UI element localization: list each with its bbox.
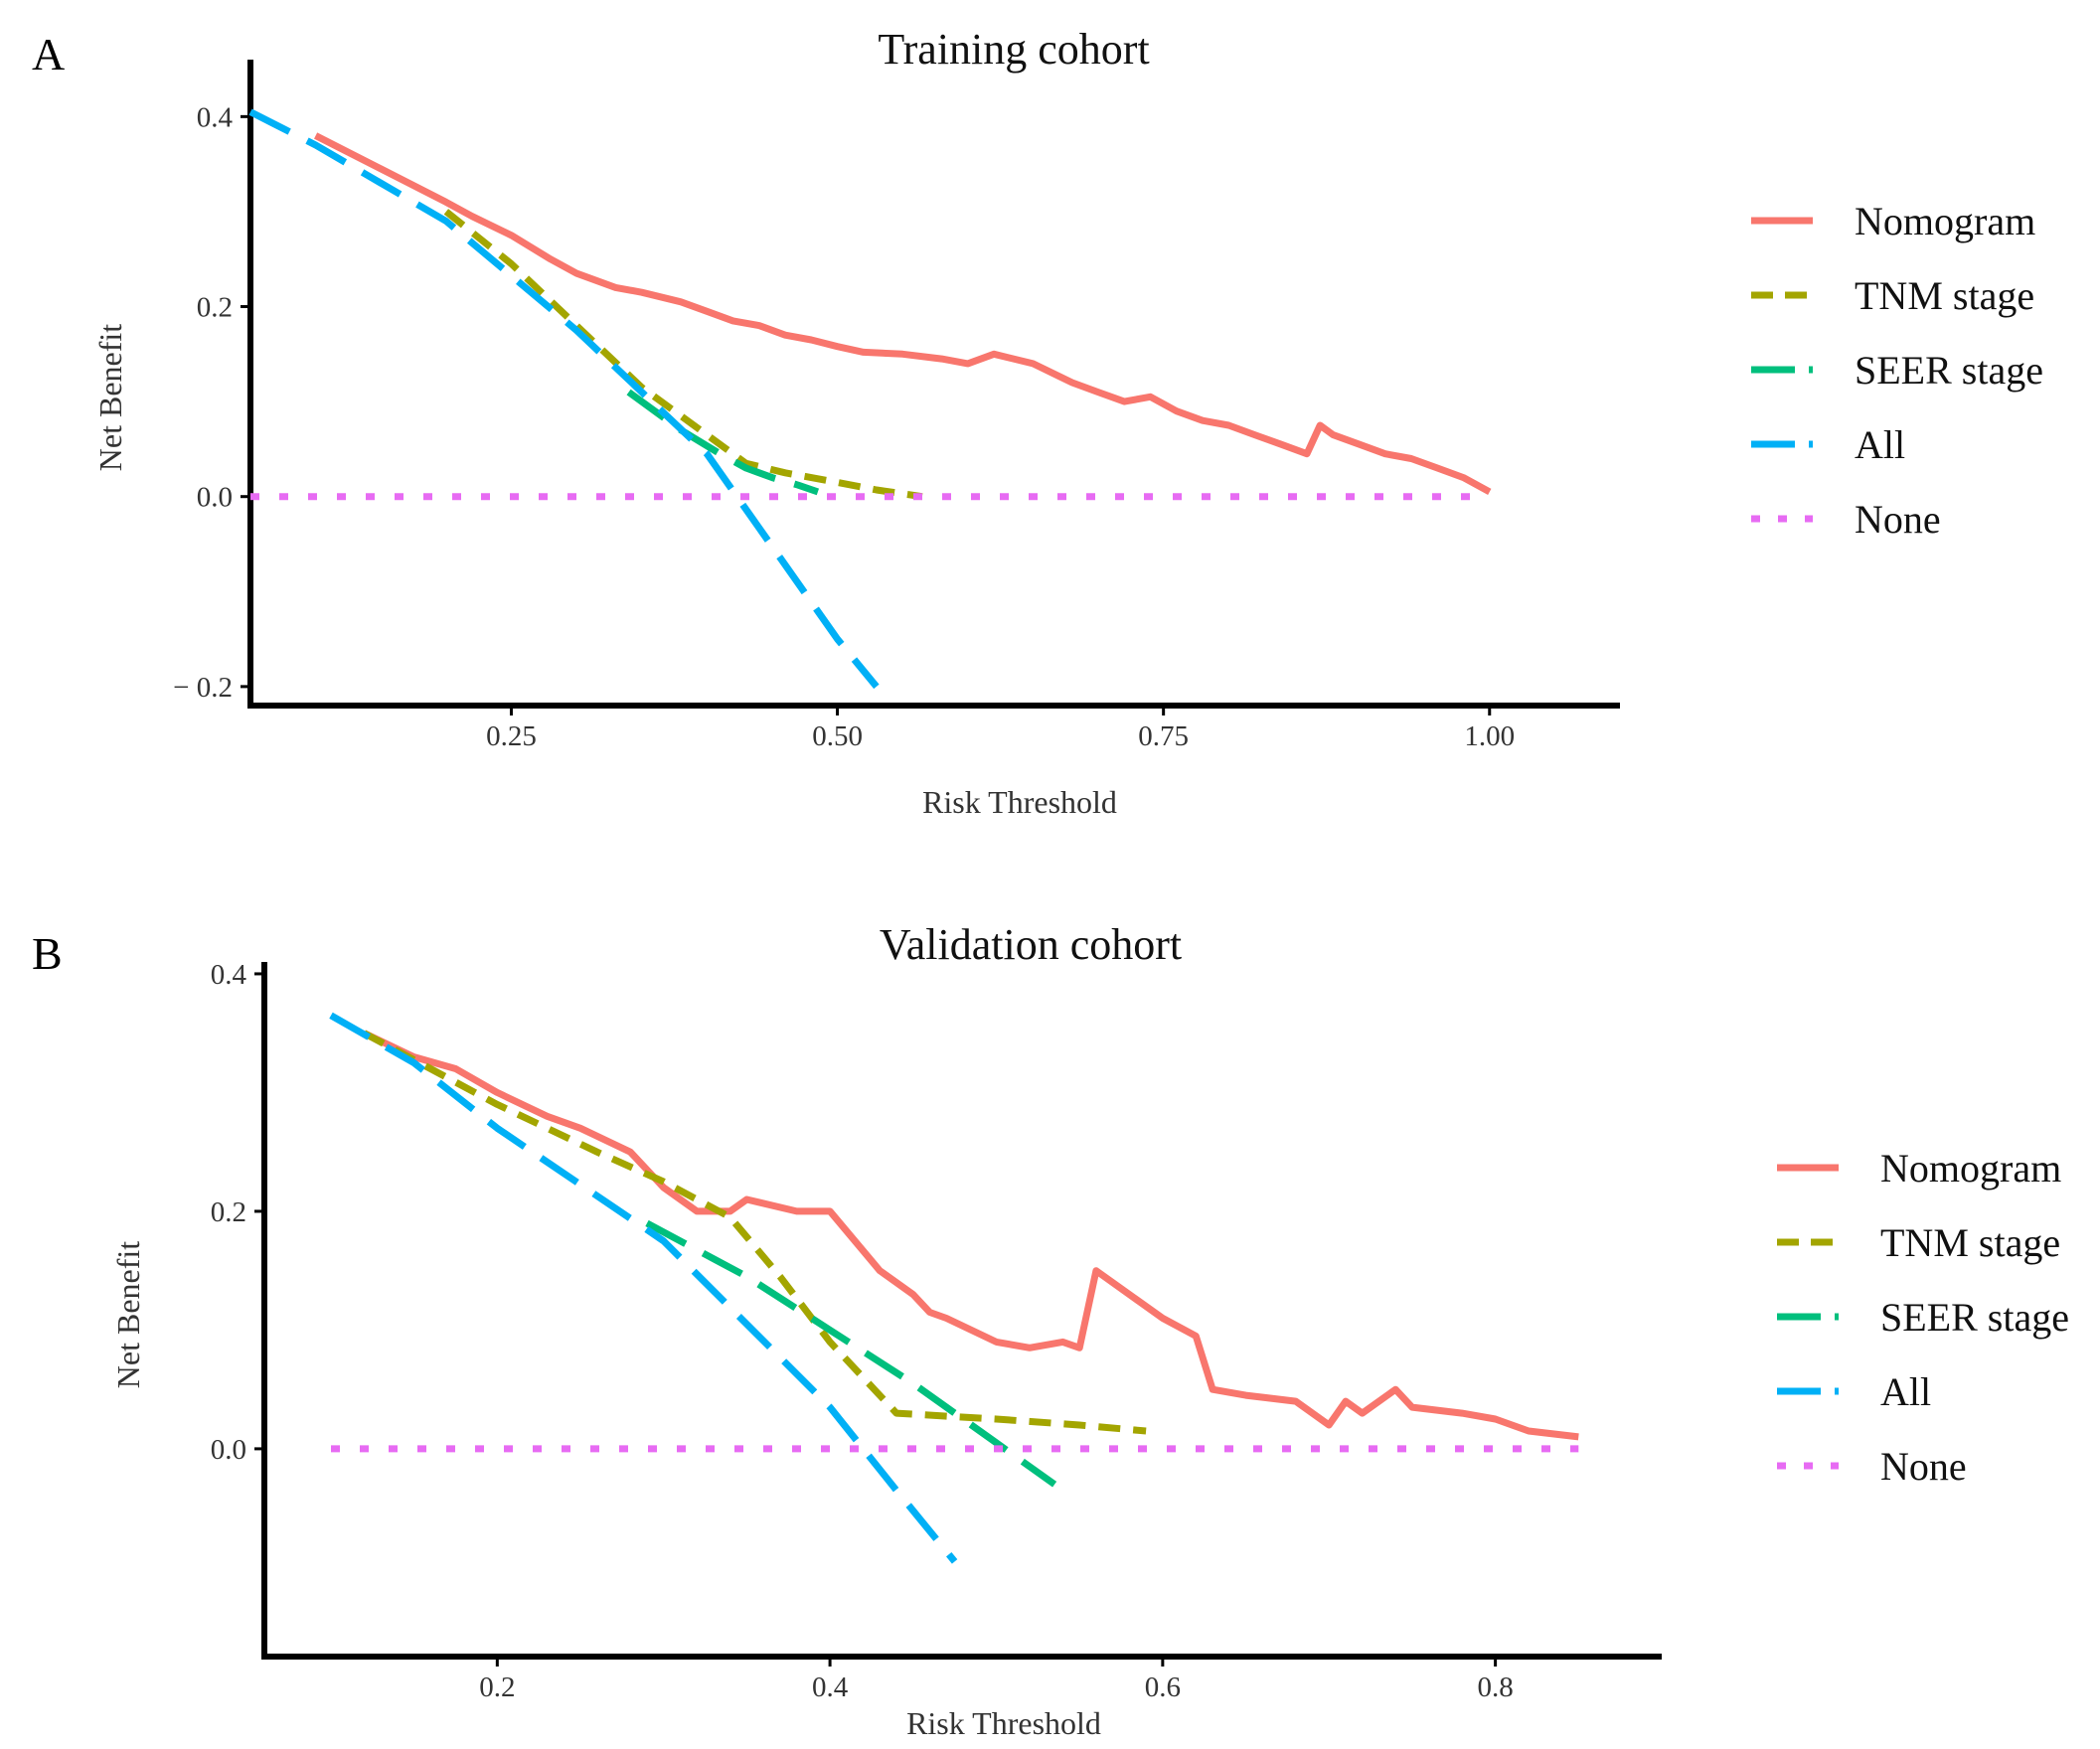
y-axis-label: Net Benefit [110, 1241, 146, 1389]
series-line-nomogram [316, 136, 1490, 492]
y-tick-label: 0.4 [197, 101, 234, 133]
legend-item: Nomogram [1777, 1146, 2061, 1191]
chart-title: Training cohort [878, 25, 1149, 74]
x-tick-label: 0.8 [1477, 1671, 1513, 1703]
series-line-tnm-stage [446, 212, 922, 497]
series-line-seer-stage [647, 1223, 1054, 1485]
y-tick-label: 0.2 [211, 1196, 246, 1228]
series-line-nomogram [364, 1034, 1578, 1437]
chart-title: Validation cohort [880, 920, 1182, 969]
panel-letter-b: B [32, 928, 63, 979]
x-axis-label: Risk Threshold [922, 784, 1117, 820]
legend-label: None [1855, 497, 1941, 542]
legend-label: TNM stage [1855, 273, 2034, 318]
legend-item: TNM stage [1777, 1220, 2060, 1265]
series-line-all [331, 1016, 955, 1562]
y-tick-label: 0.0 [211, 1434, 246, 1466]
y-axis-label: Net Benefit [92, 324, 128, 472]
figure: A Training cohort Risk Threshold Net Ben… [0, 0, 2100, 1749]
legend: Nomogram TNM stage SEER stage All None [1751, 199, 2043, 542]
legend-item: None [1777, 1444, 1967, 1489]
legend-label: None [1880, 1444, 1967, 1489]
x-tick-label: 0.75 [1138, 720, 1189, 752]
legend-label: SEER stage [1880, 1295, 2069, 1340]
x-tick-label: 1.00 [1464, 720, 1515, 752]
x-tick-label: 0.6 [1145, 1671, 1181, 1703]
legend-item: None [1751, 497, 1941, 542]
x-tick-label: 0.50 [812, 720, 863, 752]
y-tick-label: 0.2 [197, 292, 233, 324]
legend-item: SEER stage [1777, 1295, 2069, 1340]
legend-item: TNM stage [1751, 273, 2034, 318]
x-tick-label: 0.4 [812, 1671, 849, 1703]
panel-training: A Training cohort Risk Threshold Net Ben… [32, 25, 2043, 820]
legend-label: All [1855, 422, 1905, 467]
legend-label: Nomogram [1880, 1146, 2061, 1191]
y-tick-label: 0.4 [211, 959, 247, 991]
panel-letter-a: A [32, 29, 65, 80]
legend-label: All [1880, 1369, 1931, 1414]
panel-validation: B Validation cohort Risk Threshold Net B… [32, 920, 2069, 1741]
legend-item: Nomogram [1751, 199, 2035, 243]
series-line-all [250, 112, 877, 687]
x-axis-label: Risk Threshold [906, 1705, 1101, 1741]
legend-label: Nomogram [1855, 199, 2035, 243]
legend-item: All [1751, 422, 1905, 467]
x-tick-label: 0.2 [479, 1671, 515, 1703]
x-tick-label: 0.25 [486, 720, 537, 752]
legend-item: SEER stage [1751, 348, 2043, 393]
series-line-tnm-stage [364, 1034, 1146, 1431]
y-tick-label: 0.0 [197, 482, 233, 514]
legend-label: TNM stage [1880, 1220, 2060, 1265]
y-tick-label: − 0.2 [173, 672, 233, 704]
legend-item: All [1777, 1369, 1931, 1414]
legend: Nomogram TNM stage SEER stage All None [1777, 1146, 2069, 1489]
legend-label: SEER stage [1855, 348, 2043, 393]
